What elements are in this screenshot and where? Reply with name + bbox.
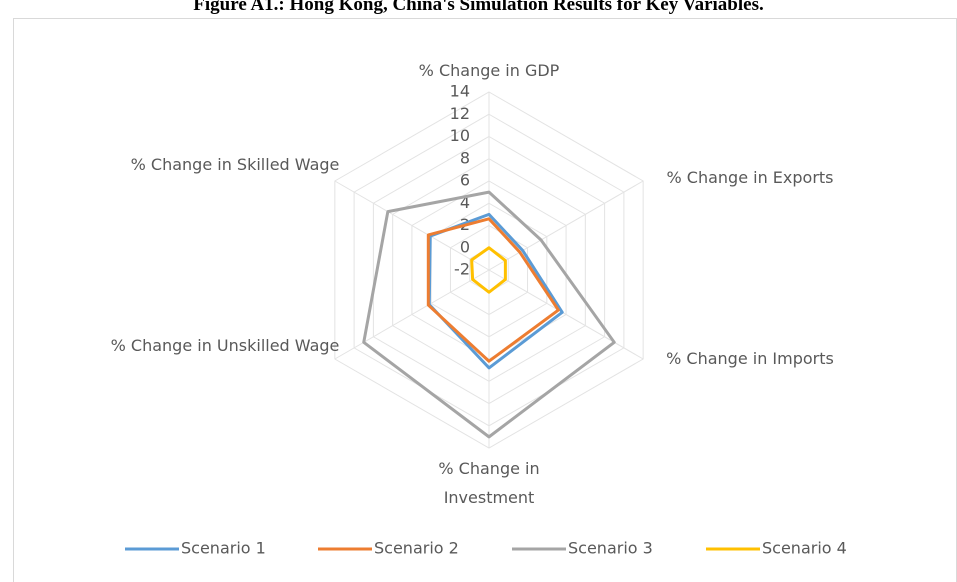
spoke <box>334 269 490 360</box>
r-tick-label: 10 <box>450 126 470 145</box>
legend-label: Scenario 4 <box>762 539 847 558</box>
category-label: % Change in Exports <box>666 168 834 187</box>
series-line <box>427 212 564 370</box>
r-tick-label: 6 <box>460 171 470 190</box>
r-tick-label: -2 <box>454 260 470 279</box>
r-tick-label: 12 <box>450 104 470 123</box>
legend-label: Scenario 2 <box>374 539 459 558</box>
spoke <box>488 269 644 360</box>
category-label: % Change in Imports <box>666 349 834 368</box>
spoke <box>334 180 490 271</box>
chart-title: Figure A1.: Hong Kong, China's Simulatio… <box>193 0 764 15</box>
legend-label: Scenario 3 <box>568 539 653 558</box>
category-label: % Change in Skilled Wage <box>130 155 340 174</box>
series-line <box>426 217 560 363</box>
r-tick-label: 8 <box>460 148 470 167</box>
spoke <box>488 180 644 271</box>
category-label: % Change in Unskilled Wage <box>110 336 340 355</box>
category-label: % Change in GDP <box>418 61 560 80</box>
series-line <box>470 246 507 294</box>
legend-label: Scenario 1 <box>181 539 266 558</box>
series-line <box>362 190 616 439</box>
r-tick-label: 14 <box>450 82 470 101</box>
r-tick-label: 0 <box>460 237 470 256</box>
r-tick-label: 4 <box>460 193 470 212</box>
category-label: % Change in Investment <box>438 459 540 507</box>
